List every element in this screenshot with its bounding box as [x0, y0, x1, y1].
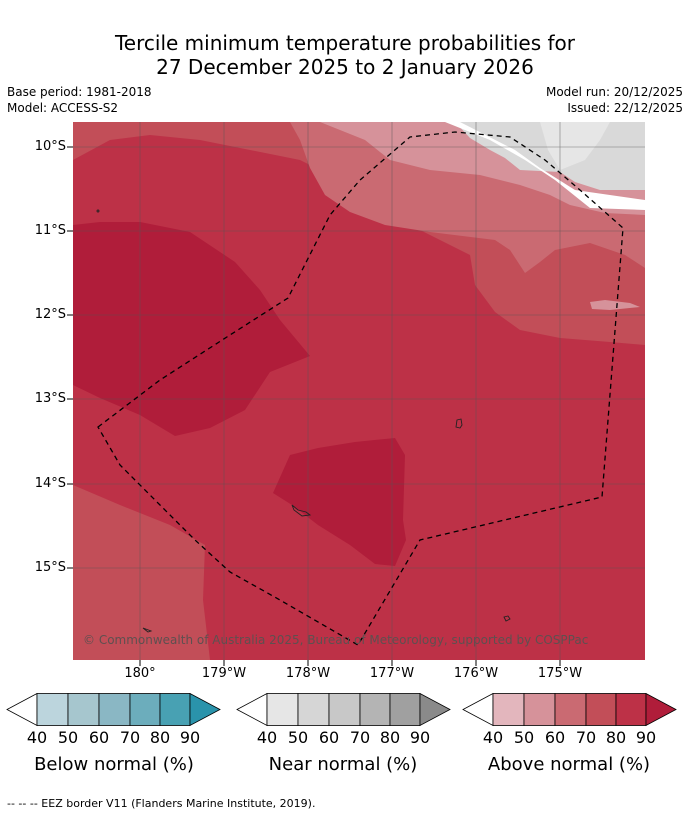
colorbar-below-extend-left: [6, 693, 38, 727]
tick-label: 90: [409, 728, 431, 747]
colorbar-near-title: Near normal (%): [268, 754, 418, 775]
tick-label: 70: [349, 728, 371, 747]
eez-footnote: -- -- -- EEZ border V11 (Flanders Marine…: [7, 797, 316, 810]
tick-label: 90: [179, 728, 201, 747]
tick-label: 90: [635, 728, 657, 747]
colorbar-above-seg-40: [492, 693, 525, 726]
contour-near-normal-light: [540, 122, 610, 170]
colorbar-above-seg-70: [585, 693, 617, 726]
lat-label-12s: 12°S: [34, 307, 66, 322]
colorbar-near-seg-50: [297, 693, 330, 726]
colorbar-below-seg-50: [67, 693, 100, 726]
contour-above-90-west: [73, 222, 310, 436]
tick-label: 40: [482, 728, 504, 747]
lon-label-176w: 176°W: [453, 666, 499, 681]
colorbar-above-seg-60: [554, 693, 587, 726]
lon-label-175w: 175°W: [537, 666, 583, 681]
lat-label-10s: 10°S: [34, 139, 66, 154]
tick-label: 50: [287, 728, 309, 747]
colorbar-near-seg-40: [266, 693, 299, 726]
gridlines: [73, 122, 645, 660]
tick-label: 80: [379, 728, 401, 747]
colorbar-near-seg-60: [328, 693, 361, 726]
chart-title: Tercile minimum temperature probabilitie…: [0, 31, 690, 79]
colorbar-above-seg-50: [523, 693, 556, 726]
lon-label-180: 180°: [124, 666, 156, 681]
tick-label: 70: [575, 728, 597, 747]
lat-label-14s: 14°S: [34, 476, 66, 491]
title-line-2: 27 December 2025 to 2 January 2026: [156, 55, 534, 79]
tick-label: 60: [318, 728, 340, 747]
island-vanua-balavu: [455, 418, 463, 429]
meta-right: Model run: 20/12/2025 Issued: 22/12/2025: [546, 84, 683, 116]
copyright-notice: © Commonwealth of Australia 2025, Bureau…: [83, 633, 589, 647]
colorbar-near-seg-80: [389, 693, 421, 726]
colorbar-above-extend-right: [645, 693, 677, 727]
colorbar-above-normal: [462, 693, 677, 727]
colorbar-near-seg-70: [359, 693, 391, 726]
colorbar-below-seg-60: [98, 693, 131, 726]
model-name: Model: ACCESS-S2: [7, 101, 119, 115]
lat-label-11s: 11°S: [34, 223, 66, 238]
tick-label: 70: [119, 728, 141, 747]
tick-label: 80: [149, 728, 171, 747]
probability-contours: [73, 122, 645, 660]
model-run: Model run: 20/12/2025: [545, 85, 683, 99]
colorbar-below-seg-80: [159, 693, 191, 726]
meta-left: Base period: 1981-2018 Model: ACCESS-S2: [7, 84, 152, 116]
contour-above-90-center: [273, 438, 406, 566]
colorbar-near-extend-right: [419, 693, 451, 727]
axis-ticks: [67, 146, 561, 666]
lon-label-179w: 179°W: [201, 666, 247, 681]
colorbar-near-normal: [236, 693, 451, 727]
lon-label-178w: 178°W: [285, 666, 331, 681]
island-lakeba: [291, 504, 312, 517]
lon-label-177w: 177°W: [369, 666, 415, 681]
title-line-1: Tercile minimum temperature probabilitie…: [114, 31, 576, 55]
island-south-west: [142, 627, 153, 633]
lat-label-13s: 13°S: [34, 391, 66, 406]
base-period: Base period: 1981-2018: [7, 85, 152, 99]
lat-label-15s: 15°S: [34, 560, 66, 575]
tick-label: 50: [57, 728, 79, 747]
contour-blank-gap: [445, 122, 645, 210]
colorbar-above-seg-80: [615, 693, 647, 726]
tick-label: 60: [88, 728, 110, 747]
colorbar-below-normal: [6, 693, 221, 727]
island-north-west: [96, 209, 100, 213]
colorbar-above-title: Above normal (%): [487, 754, 651, 775]
colorbar-near-extend-left: [236, 693, 268, 727]
tick-label: 60: [544, 728, 566, 747]
eez-border: [97, 131, 624, 646]
tick-label: 50: [513, 728, 535, 747]
tick-label: 40: [256, 728, 278, 747]
contour-above-70-west: [73, 485, 210, 660]
colorbar-below-extend-right: [189, 693, 221, 727]
tick-label: 80: [605, 728, 627, 747]
issued-date: Issued: 22/12/2025: [567, 101, 683, 115]
island-south-east: [503, 615, 511, 622]
colorbar-below-title: Below normal (%): [34, 754, 194, 775]
colorbar-below-seg-40: [36, 693, 69, 726]
colorbar-above-extend-left: [462, 693, 494, 727]
tick-label: 40: [26, 728, 48, 747]
contour-above-50-patch: [590, 300, 640, 310]
colorbar-below-seg-70: [129, 693, 161, 726]
islands: [96, 209, 511, 633]
